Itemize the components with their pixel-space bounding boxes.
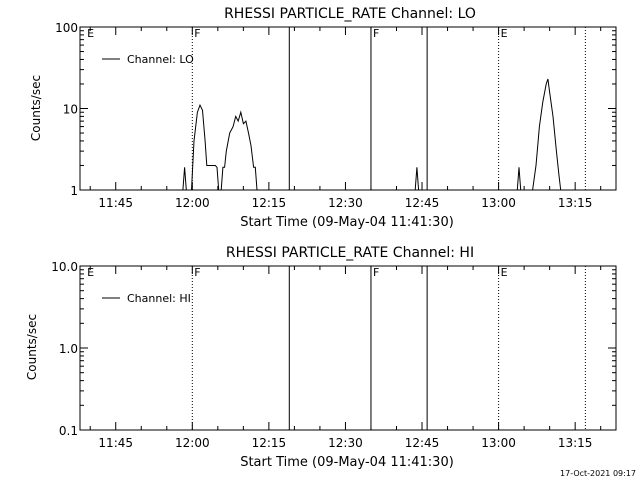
y-tick-label: 10 bbox=[63, 103, 78, 117]
panel-hi: RHESSI PARTICLE_RATE Channel: HI Counts/… bbox=[25, 245, 617, 470]
event-marker-label: F bbox=[373, 27, 379, 40]
series-line bbox=[182, 103, 258, 191]
event-marker-label: F bbox=[194, 27, 200, 40]
y-tick-label: 10.0 bbox=[51, 260, 78, 274]
x-tick-label: 12:30 bbox=[328, 196, 363, 210]
panel-lo: RHESSI PARTICLE_RATE Channel: LO Counts/… bbox=[29, 6, 617, 230]
legend-label: Channel: HI bbox=[127, 292, 191, 305]
lo-xlabel: Start Time (09-May-04 11:41:30) bbox=[240, 215, 454, 230]
x-tick-label: 12:00 bbox=[175, 436, 210, 450]
event-marker-label: F bbox=[373, 266, 379, 279]
x-tick-label: 11:45 bbox=[98, 196, 133, 210]
y-tick-label: 1.0 bbox=[59, 342, 78, 356]
lo-title: RHESSI PARTICLE_RATE Channel: LO bbox=[224, 6, 476, 22]
lo-plot-area: 11:45 12:00 12:15 12:30 12:45 13:00 13:15 1 10 10… bbox=[55, 21, 617, 210]
x-tick-label: 12:00 bbox=[175, 196, 210, 210]
hi-title: RHESSI PARTICLE_RATE Channel: HI bbox=[226, 245, 474, 261]
x-tick-label: 12:15 bbox=[252, 196, 287, 210]
footer-timestamp: 17-Oct-2021 09:17 bbox=[560, 469, 636, 478]
lo-ylabel: Counts/sec bbox=[29, 75, 43, 141]
x-tick-label: 13:15 bbox=[558, 196, 593, 210]
plot-frame bbox=[79, 265, 617, 431]
hi-plot-area: 11:45 12:00 12:15 12:30 12:45 13:00 13:15 0.1 1.… bbox=[51, 260, 617, 450]
hi-ylabel: Counts/sec bbox=[25, 314, 39, 380]
y-tick-label: 0.1 bbox=[59, 424, 78, 438]
hi-xlabel: Start Time (09-May-04 11:41:30) bbox=[240, 455, 454, 470]
x-tick-label: 12:15 bbox=[252, 436, 287, 450]
event-marker-label: E bbox=[87, 27, 94, 40]
y-tick-label: 1 bbox=[70, 184, 78, 198]
event-marker-label: F bbox=[194, 266, 200, 279]
x-tick-label: 12:45 bbox=[405, 196, 440, 210]
legend-label: Channel: LO bbox=[127, 53, 194, 66]
x-tick-label: 11:45 bbox=[98, 436, 133, 450]
event-marker-label: E bbox=[501, 266, 508, 279]
y-tick-label: 100 bbox=[55, 21, 78, 35]
x-tick-label: 12:30 bbox=[328, 436, 363, 450]
x-tick-label: 13:00 bbox=[481, 436, 516, 450]
event-marker-label: E bbox=[501, 27, 508, 40]
x-tick-label: 13:15 bbox=[558, 436, 593, 450]
x-tick-label: 12:45 bbox=[405, 436, 440, 450]
event-marker-label: E bbox=[87, 266, 94, 279]
series-line bbox=[414, 167, 420, 191]
series-line bbox=[516, 78, 562, 191]
x-tick-label: 13:00 bbox=[481, 196, 516, 210]
